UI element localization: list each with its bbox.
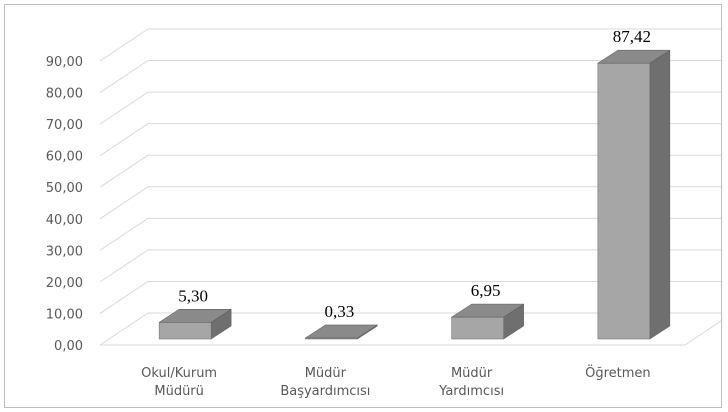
- bar-top: [597, 49, 671, 64]
- floor-edge: [684, 320, 721, 346]
- bar: [158, 322, 212, 340]
- bar-chart: 0,00 10,00 20,00 30,00 40,00 50,00 60,00 70,00 8…: [46, 27, 721, 399]
- gridline-side: [99, 249, 149, 283]
- y-tick-label: 60,00: [46, 150, 83, 165]
- y-tick-label: 80,00: [46, 87, 83, 102]
- gridline-side: [99, 154, 149, 188]
- gridline-side: [99, 91, 149, 125]
- category-label: Okul/Kurum: [141, 366, 217, 381]
- y-tick-label: 0,00: [54, 339, 83, 354]
- gridline-side: [99, 312, 149, 346]
- gridline-side: [99, 28, 149, 62]
- bar: [451, 316, 504, 340]
- bar-top: [158, 309, 232, 323]
- gridline-side: [99, 281, 149, 314]
- bar-side: [649, 49, 671, 340]
- category-label: Müdür: [305, 366, 347, 381]
- category-label: Öğretmen: [585, 364, 651, 381]
- y-tick-label: 20,00: [46, 276, 83, 291]
- chart-frame: 0,00 10,00 20,00 30,00 40,00 50,00 60,00 70,00 8…: [4, 4, 722, 408]
- bar-top: [304, 324, 379, 339]
- bar: [597, 62, 651, 340]
- data-label: 5,30: [178, 286, 208, 305]
- y-tick-label: 70,00: [46, 118, 83, 133]
- data-label: 87,42: [613, 27, 651, 46]
- category-label: Yardımcısı: [438, 384, 504, 399]
- y-tick-label: 30,00: [46, 244, 83, 259]
- gridline-side: [99, 186, 149, 220]
- y-tick-label: 50,00: [46, 181, 83, 196]
- y-tick-label: 10,00: [46, 307, 83, 322]
- y-tick-label: 90,00: [46, 55, 83, 70]
- bar-top: [450, 303, 525, 318]
- data-label: 0,33: [325, 302, 355, 321]
- gridline-side: [99, 123, 149, 157]
- gridline-side: [99, 60, 149, 93]
- data-label: 6,95: [471, 281, 501, 300]
- category-label: Müdürü: [154, 384, 204, 399]
- y-tick-label: 40,00: [46, 213, 83, 228]
- category-label: Başyardımcısı: [280, 384, 370, 399]
- gridline-side: [99, 217, 149, 251]
- category-label: Müdür: [451, 366, 493, 381]
